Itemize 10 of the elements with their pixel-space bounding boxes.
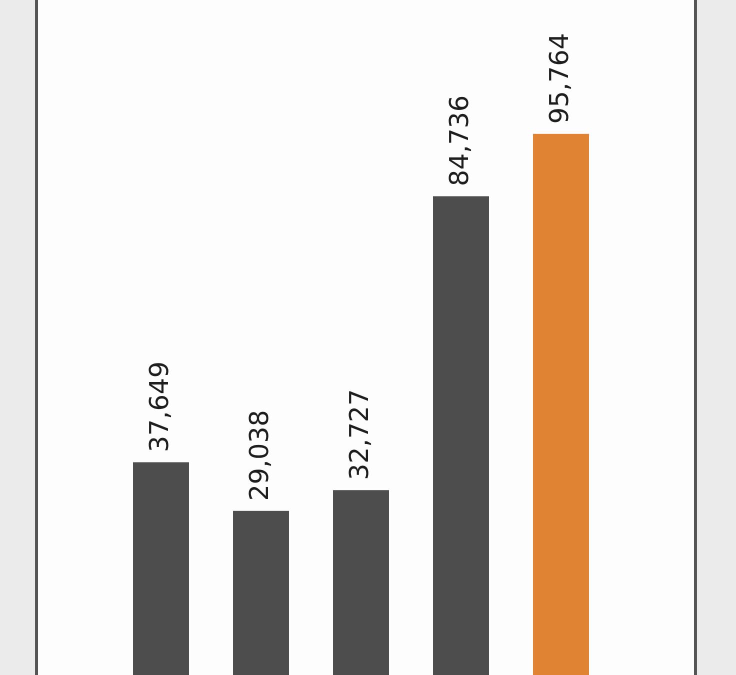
data-label: 29,038	[244, 410, 275, 501]
bar	[333, 490, 389, 675]
bar	[533, 134, 589, 675]
bar	[233, 510, 289, 675]
bar	[433, 196, 489, 675]
data-label: 32,727	[344, 389, 375, 480]
bar	[133, 462, 189, 675]
data-label: 95,764	[544, 32, 575, 124]
data-label: 84,736	[444, 95, 475, 186]
data-label: 37,649	[144, 361, 175, 452]
